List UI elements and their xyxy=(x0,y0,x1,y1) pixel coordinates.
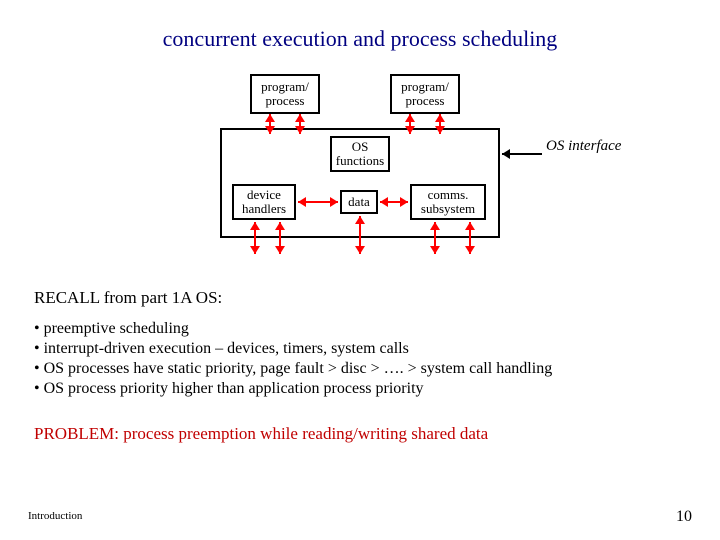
box-line2: functions xyxy=(336,154,384,168)
device-handlers-box: devicehandlers xyxy=(232,184,296,220)
slide-page: concurrent execution and process schedul… xyxy=(0,0,720,540)
recall-text: RECALL from part 1A OS: xyxy=(34,288,222,307)
os-interface-label: OS interface xyxy=(546,138,621,155)
box-line1: device xyxy=(247,188,281,202)
box-line2: process xyxy=(266,94,305,108)
comms-subsystem-box: comms.subsystem xyxy=(410,184,486,220)
bullet-item: • OS processes have static priority, pag… xyxy=(34,360,552,378)
box-line1: program/ xyxy=(261,80,309,94)
title-text: concurrent execution and process schedul… xyxy=(163,26,558,51)
os-functions-box: OSfunctions xyxy=(330,136,390,172)
program-process-box-2: program/process xyxy=(390,74,460,114)
bullet-item: • preemptive scheduling xyxy=(34,320,552,338)
footer-right: 10 xyxy=(676,508,692,526)
os-interface-text: OS interface xyxy=(546,138,621,154)
bullet-list: • preemptive scheduling • interrupt-drive… xyxy=(34,320,552,400)
page-title: concurrent execution and process schedul… xyxy=(0,26,720,52)
recall-heading: RECALL from part 1A OS: xyxy=(34,288,222,308)
data-box: data xyxy=(340,190,378,214)
bullet-item: • interrupt-driven execution – devices, … xyxy=(34,340,552,358)
box-line2: process xyxy=(406,94,445,108)
problem-text: PROBLEM: process preemption while readin… xyxy=(34,424,488,443)
footer-left: Introduction xyxy=(28,510,82,522)
box-line2: handlers xyxy=(242,202,286,216)
box-line1: OS xyxy=(352,140,369,154)
bullet-item: • OS process priority higher than applic… xyxy=(34,380,552,398)
box-line1: comms. xyxy=(428,188,469,202)
program-process-box-1: program/process xyxy=(250,74,320,114)
box-line2: subsystem xyxy=(421,202,475,216)
problem-statement: PROBLEM: process preemption while readin… xyxy=(34,424,488,444)
box-line1: program/ xyxy=(401,80,449,94)
box-line1: data xyxy=(348,195,370,209)
